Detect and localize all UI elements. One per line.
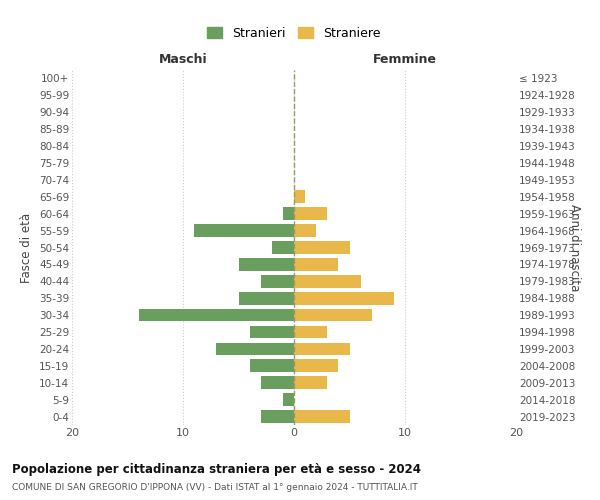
Bar bbox=[260, 410, 294, 423]
Bar bbox=[294, 241, 349, 254]
Bar bbox=[294, 410, 349, 423]
Bar bbox=[216, 342, 294, 355]
Bar bbox=[272, 241, 294, 254]
Legend: Stranieri, Straniere: Stranieri, Straniere bbox=[203, 23, 385, 44]
Bar bbox=[283, 394, 294, 406]
Bar bbox=[194, 224, 294, 237]
Bar bbox=[294, 258, 338, 270]
Bar bbox=[294, 190, 305, 203]
Bar bbox=[260, 275, 294, 287]
Text: Femmine: Femmine bbox=[373, 54, 437, 66]
Bar bbox=[239, 258, 294, 270]
Bar bbox=[139, 309, 294, 322]
Bar bbox=[283, 208, 294, 220]
Bar bbox=[294, 342, 349, 355]
Bar bbox=[260, 376, 294, 389]
Bar bbox=[294, 360, 338, 372]
Y-axis label: Anni di nascita: Anni di nascita bbox=[568, 204, 581, 291]
Bar bbox=[294, 224, 316, 237]
Bar bbox=[250, 326, 294, 338]
Y-axis label: Fasce di età: Fasce di età bbox=[20, 212, 34, 282]
Bar bbox=[294, 376, 328, 389]
Bar bbox=[239, 292, 294, 304]
Bar bbox=[294, 292, 394, 304]
Bar bbox=[294, 275, 361, 287]
Bar bbox=[294, 326, 328, 338]
Text: Maschi: Maschi bbox=[158, 54, 208, 66]
Text: Popolazione per cittadinanza straniera per età e sesso - 2024: Popolazione per cittadinanza straniera p… bbox=[12, 462, 421, 475]
Bar bbox=[250, 360, 294, 372]
Bar bbox=[294, 309, 372, 322]
Bar bbox=[294, 208, 328, 220]
Text: COMUNE DI SAN GREGORIO D'IPPONA (VV) - Dati ISTAT al 1° gennaio 2024 - TUTTITALI: COMUNE DI SAN GREGORIO D'IPPONA (VV) - D… bbox=[12, 482, 418, 492]
